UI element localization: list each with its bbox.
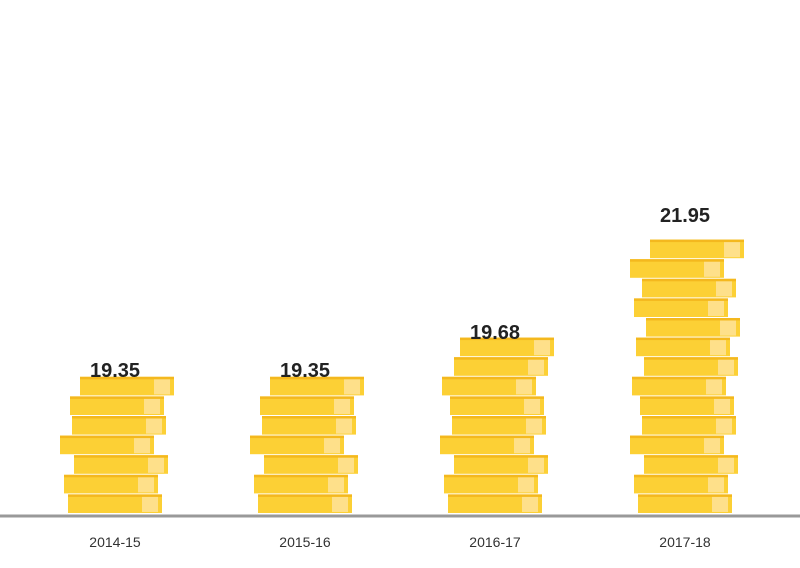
coin	[270, 376, 364, 396]
category-label-2016-17: 2016-17	[469, 534, 521, 550]
coin	[634, 474, 728, 494]
coin	[632, 376, 726, 396]
coin	[642, 416, 736, 435]
coin	[442, 376, 536, 396]
category-label-2014-15: 2014-15	[89, 534, 141, 550]
value-label-2017-18: 21.95	[660, 205, 710, 227]
coin	[258, 494, 352, 513]
coin-stacks	[60, 239, 744, 513]
coin-stack-2015-16	[250, 376, 364, 513]
coin	[644, 455, 738, 474]
coin	[642, 278, 736, 298]
value-label-2014-15: 19.35	[90, 360, 140, 382]
category-label-2017-18: 2017-18	[659, 534, 711, 550]
coin	[260, 396, 354, 415]
value-label-2015-16: 19.35	[280, 360, 330, 382]
coin	[70, 396, 164, 415]
coin	[636, 337, 730, 357]
coin	[646, 318, 740, 337]
coin	[72, 416, 166, 435]
coin	[452, 416, 546, 435]
coin	[74, 455, 168, 474]
coin	[250, 435, 344, 455]
coin	[450, 396, 544, 415]
coin	[264, 455, 358, 474]
coin	[68, 494, 162, 513]
coin	[454, 357, 548, 376]
coin	[460, 337, 554, 357]
coin	[254, 474, 348, 494]
coin	[80, 376, 174, 396]
coin-stack-2016-17	[440, 337, 554, 513]
category-label-2015-16: 2015-16	[279, 534, 331, 550]
coin	[444, 474, 538, 494]
coin	[454, 455, 548, 474]
coin	[448, 494, 542, 513]
coin	[630, 435, 724, 455]
coin	[638, 494, 732, 513]
coin	[630, 259, 724, 278]
coin	[440, 435, 534, 455]
coin	[60, 435, 154, 455]
coin	[644, 357, 738, 376]
coin-stack-2017-18	[630, 239, 744, 513]
coin	[640, 396, 734, 415]
coin	[650, 239, 744, 259]
coin-stack-2014-15	[60, 376, 174, 513]
coin	[262, 416, 356, 435]
coin	[64, 474, 158, 494]
coin	[634, 298, 728, 317]
value-label-2016-17: 19.68	[470, 322, 520, 344]
